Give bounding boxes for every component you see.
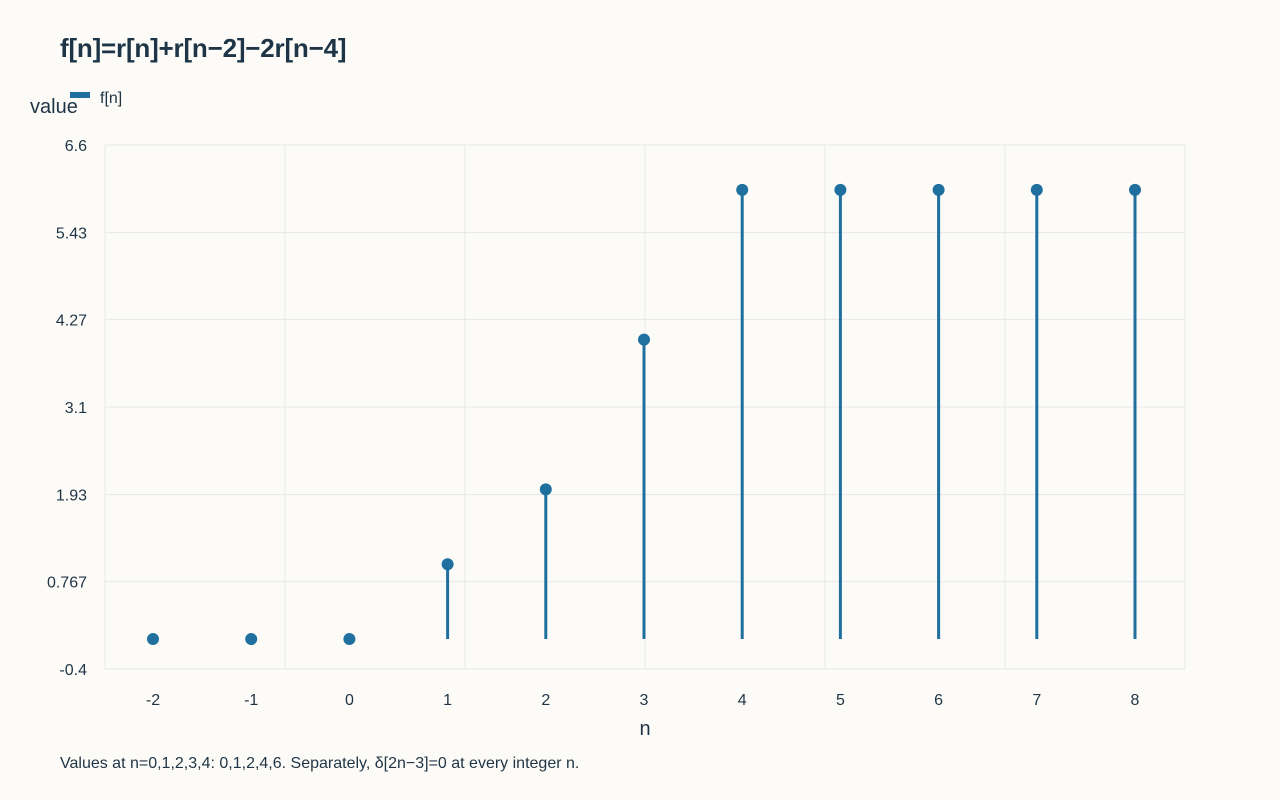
chart-title: f[n]=r[n]+r[n−2]−2r[n−4]	[60, 33, 347, 63]
y-tick-label: 6.6	[65, 138, 87, 155]
stem-marker	[932, 183, 945, 196]
stem-marker	[539, 483, 552, 496]
y-tick-label: 1.93	[56, 488, 87, 505]
y-tick-label: 4.27	[56, 312, 87, 329]
stem-marker	[1030, 183, 1043, 196]
stems	[147, 183, 1141, 646]
y-axis-label: value	[30, 96, 78, 118]
y-tick-label: 3.1	[65, 400, 87, 417]
y-tick-labels: -0.4 0.767 1.93 3.1 4.27 5.43 6.6	[47, 138, 87, 679]
x-tick-label: 4	[738, 692, 747, 709]
x-tick-label: 2	[541, 692, 550, 709]
stem-marker	[638, 333, 650, 346]
y-tick-label: 0.767	[47, 575, 87, 592]
stem-marker	[736, 183, 749, 196]
stem-marker	[147, 633, 159, 646]
stem-marker	[441, 558, 454, 571]
x-axis-label: n	[639, 718, 650, 740]
x-tick-label: 8	[1131, 692, 1140, 709]
x-tick-label: -2	[146, 692, 160, 709]
stem-marker	[834, 183, 847, 196]
x-tick-label: 7	[1032, 692, 1041, 709]
y-tick-label: 5.43	[56, 226, 87, 243]
legend: f[n]	[70, 89, 122, 109]
x-tick-label: 0	[345, 692, 354, 709]
x-tick-label: 5	[836, 692, 845, 709]
y-tick-label: -0.4	[59, 662, 87, 679]
x-tick-labels: -2 -1 0 1 2 3 4 5 6 7 8	[146, 692, 1140, 709]
stem-marker	[343, 633, 356, 646]
x-tick-label: 3	[640, 692, 649, 709]
x-tick-label: 1	[443, 692, 452, 709]
legend-label: f[n]	[100, 90, 123, 107]
chart-note: Values at n=0,1,2,3,4: 0,1,2,4,6. Separa…	[60, 755, 580, 772]
stem-marker	[245, 633, 258, 646]
x-tick-label: -1	[244, 692, 258, 709]
stem-marker	[1129, 183, 1141, 196]
x-tick-label: 6	[934, 692, 943, 709]
legend-swatch	[70, 92, 90, 98]
